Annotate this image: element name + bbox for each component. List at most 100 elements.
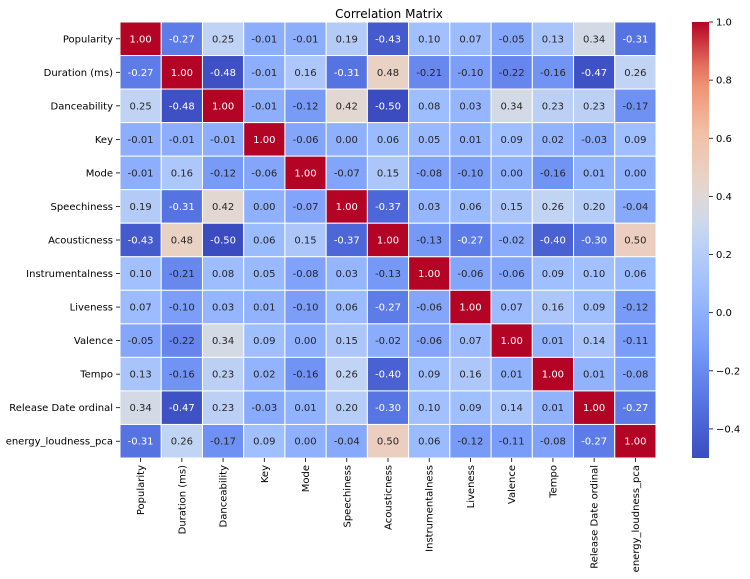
heatmap-cell	[408, 356, 451, 392]
heatmap-cell-label: -0.10	[293, 303, 319, 314]
heatmap-cell-label: 0.09	[583, 303, 605, 314]
heatmap-cell-label: -0.10	[169, 303, 195, 314]
heatmap-cell	[573, 256, 616, 291]
heatmap-cell-label: 0.14	[583, 336, 605, 347]
heatmap-cell	[284, 390, 327, 425]
heatmap-cell-label: 0.09	[624, 135, 646, 146]
y-axis-tick-label: Tempo	[79, 370, 113, 381]
heatmap-cell-label: -0.12	[458, 437, 484, 448]
heatmap-cell-label: 0.00	[294, 336, 316, 347]
heatmap-cell	[243, 189, 286, 224]
heatmap-cell-label: 0.03	[418, 202, 440, 213]
heatmap-cell	[573, 289, 616, 325]
heatmap-cell-label: -0.12	[622, 303, 648, 314]
heatmap-cell-label: -0.06	[458, 269, 484, 280]
heatmap-cell-label: 1.00	[501, 336, 523, 347]
heatmap-cell-label: -0.21	[416, 68, 442, 79]
heatmap-cell-label: 0.34	[129, 403, 151, 414]
heatmap-cell-label: 0.00	[501, 168, 523, 179]
heatmap-cell-label: -0.12	[293, 101, 319, 112]
heatmap-cell	[449, 189, 492, 224]
x-axis-tick-label: Duration (ms)	[177, 465, 188, 534]
heatmap-cell-label: -0.01	[128, 168, 154, 179]
heatmap-cell-label: -0.08	[540, 437, 566, 448]
heatmap-cell-label: -0.01	[293, 34, 319, 45]
heatmap-cell	[408, 21, 451, 57]
heatmap-cell-label: -0.37	[334, 236, 360, 247]
x-axis-tick-label: Danceability	[219, 465, 230, 528]
heatmap-cell-label: 0.13	[129, 370, 151, 381]
heatmap-cell-label: -0.16	[293, 370, 319, 381]
heatmap-cell-label: -0.31	[622, 34, 648, 45]
heatmap-cell-label: -0.13	[416, 236, 442, 247]
heatmap-cell-label: -0.22	[499, 68, 525, 79]
heatmap-cell-label: 0.03	[459, 101, 481, 112]
heatmap-cell	[325, 21, 368, 57]
heatmap-cell	[325, 256, 368, 291]
heatmap-cell-label: 1.00	[336, 202, 358, 213]
heatmap-cell-label: -0.50	[210, 236, 236, 247]
heatmap-cell-label: -0.37	[375, 202, 401, 213]
heatmap-cell-label: 0.02	[542, 135, 564, 146]
heatmap-cell	[408, 256, 451, 291]
heatmap-cell	[243, 155, 286, 191]
heatmap-cell-label: -0.06	[293, 135, 319, 146]
colorbar-tick-label: −0.4	[716, 424, 740, 435]
heatmap-cell-label: 1.00	[294, 168, 316, 179]
y-axis-tick-label: Instrumentalness	[26, 269, 113, 280]
colorbar-tick-label: 0.0	[716, 308, 732, 319]
heatmap-cell-label: 0.34	[583, 34, 605, 45]
heatmap-cell-label: 0.15	[336, 336, 358, 347]
heatmap-cell	[614, 423, 657, 459]
heatmap-cell	[573, 155, 616, 191]
heatmap-cell-label: 0.00	[336, 135, 358, 146]
heatmap-cell-label: -0.03	[581, 135, 607, 146]
y-axis-tick-label: Release Date ordinal	[9, 403, 113, 414]
heatmap-cell	[573, 21, 616, 57]
heatmap-cell	[201, 88, 245, 124]
heatmap-cell-label: -0.16	[169, 370, 195, 381]
heatmap-cell	[160, 189, 203, 224]
heatmap-cell-label: 1.00	[624, 437, 646, 448]
heatmap-cell	[284, 423, 327, 459]
heatmap-cell	[160, 21, 203, 57]
heatmap-cell-label: -0.31	[128, 437, 154, 448]
heatmap-cell-label: -0.43	[128, 236, 154, 247]
heatmap-cell-label: 0.19	[336, 34, 358, 45]
heatmap-cell-label: 0.10	[583, 269, 605, 280]
heatmap-cell-label: -0.48	[210, 68, 236, 79]
heatmap-cell	[160, 356, 203, 392]
heatmap-cell	[160, 323, 203, 358]
heatmap-cell-label: 0.16	[171, 168, 193, 179]
heatmap-cell-label: 0.23	[542, 101, 564, 112]
heatmap-cell	[531, 189, 575, 224]
y-axis-tick-label: Mode	[86, 168, 113, 179]
heatmap-cell	[614, 155, 657, 191]
heatmap-cell	[119, 323, 162, 358]
heatmap-cell	[490, 55, 533, 90]
heatmap-cell-label: 0.20	[336, 403, 358, 414]
heatmap-cell-label: -0.40	[375, 370, 401, 381]
heatmap-cell	[119, 55, 162, 90]
heatmap-cell-label: -0.01	[251, 34, 277, 45]
heatmap-cell-label: 0.06	[418, 437, 440, 448]
heatmap-cell-label: 0.09	[418, 370, 440, 381]
heatmap-cell	[531, 122, 575, 157]
heatmap-cell-label: 0.06	[253, 236, 275, 247]
heatmap-cell-label: 0.07	[129, 303, 151, 314]
heatmap-cell	[160, 88, 203, 124]
heatmap-cell-label: -0.47	[169, 403, 195, 414]
heatmap-cell-label: 0.06	[624, 269, 646, 280]
heatmap-cell-label: 0.02	[253, 370, 275, 381]
colorbar-tick-label: 0.6	[716, 134, 732, 145]
heatmap-cell-label: 0.15	[377, 168, 399, 179]
heatmap-cell-label: -0.02	[499, 236, 525, 247]
x-axis-tick-label: Valence	[507, 465, 518, 504]
heatmap-cell	[243, 390, 286, 425]
heatmap-cell	[490, 222, 533, 258]
chart-title: Correlation Matrix	[335, 7, 443, 21]
heatmap-cell-label: 1.00	[377, 236, 399, 247]
heatmap-cell-label: -0.01	[251, 68, 277, 79]
heatmap-cell-label: -0.05	[128, 336, 154, 347]
heatmap-cell-label: 0.01	[542, 336, 564, 347]
